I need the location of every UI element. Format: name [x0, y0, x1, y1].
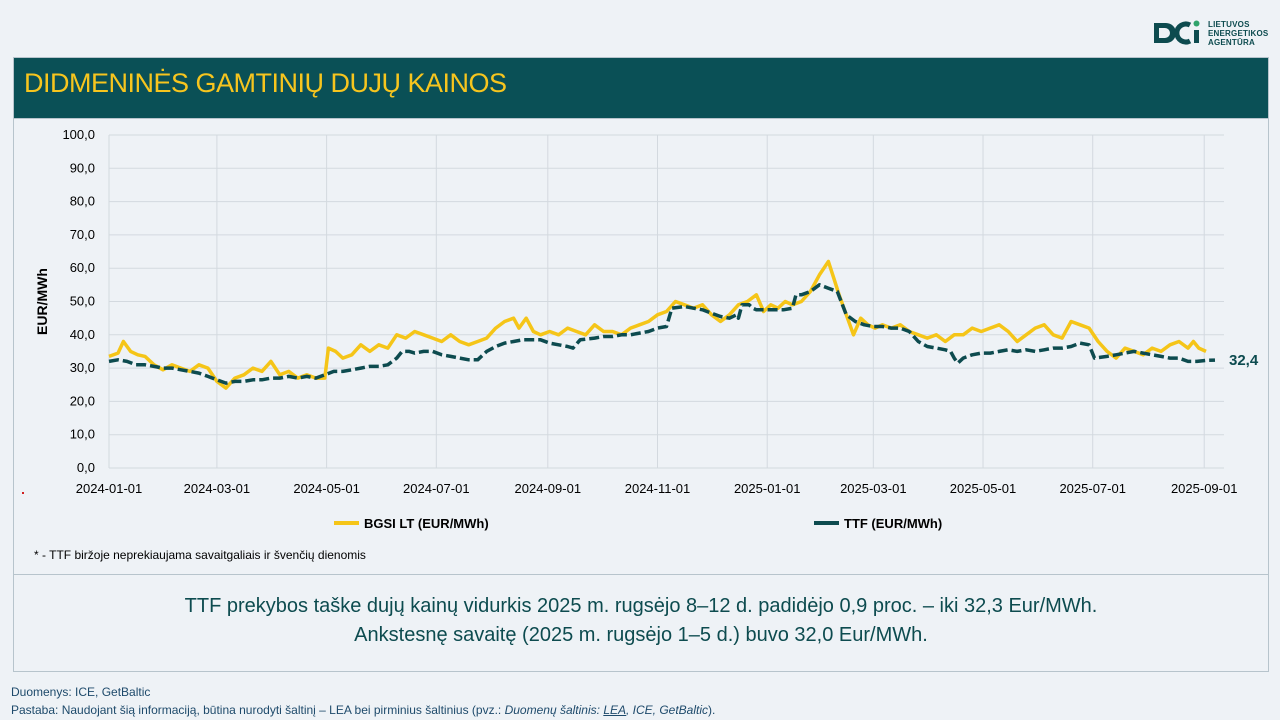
legend-label-ttf: TTF (EUR/MWh) — [844, 516, 942, 531]
data-sources: Duomenys: ICE, GetBaltic — [11, 685, 151, 699]
y-tick-label: 50,0 — [70, 294, 95, 309]
sources-note: Duomenys: ICE, GetBaltic Pastaba: Naudoj… — [11, 683, 715, 719]
y-tick-label: 70,0 — [70, 227, 95, 242]
summary-line-2: Ankstesnę savaitę (2025 m. rugsėjo 1–5 d… — [354, 624, 928, 646]
usage-note-label: Duomenų šaltinis: — [504, 703, 604, 717]
x-tick-label: 2024-01-01 — [76, 481, 143, 496]
gas-price-chart: 0,0 10,0 20,0 30,0 40,0 50,0 60,0 70,0 80,0 90,0 1… — [34, 127, 1259, 531]
y-tick-label: 40,0 — [70, 327, 95, 342]
x-tick-label: 2025-07-01 — [1059, 481, 1126, 496]
x-tick-label: 2024-03-01 — [184, 481, 251, 496]
summary-panel: TTF prekybos taške dujų kainų vidurkis 2… — [13, 574, 1269, 672]
y-tick-label: 20,0 — [70, 393, 95, 408]
red-dot-mark — [22, 492, 24, 494]
x-tick-label: 2025-03-01 — [840, 481, 907, 496]
page-title: DIDMENINĖS GAMTINIŲ DUJŲ KAINOS — [24, 68, 507, 98]
y-tick-label: 60,0 — [70, 260, 95, 275]
lea-logo-icon — [1154, 20, 1200, 45]
y-tick-label: 90,0 — [70, 160, 95, 175]
logo-line-1: LIETUVOS — [1208, 19, 1250, 29]
x-tick-label: 2024-11-01 — [625, 481, 691, 496]
y-tick-label: 0,0 — [77, 460, 95, 475]
x-tick-label: 2025-09-01 — [1171, 481, 1238, 496]
lea-logo-text: LIETUVOS ENERGETIKOS AGENTŪRA — [1208, 20, 1268, 47]
chart-panel: 0,0 10,0 20,0 30,0 40,0 50,0 60,0 70,0 80,0 90,0 1… — [13, 119, 1269, 574]
series-line-ttf — [108, 283, 1216, 385]
usage-note-prefix: Pastaba: Naudojant šią informaciją, būti… — [11, 703, 505, 717]
x-tick-label: 2024-09-01 — [515, 481, 582, 496]
title-banner: DIDMENINĖS GAMTINIŲ DUJŲ KAINOS — [13, 57, 1269, 119]
chart-footnote: * - TTF biržoje neprekiaujama savaitgali… — [34, 548, 366, 562]
y-tick-label: 80,0 — [70, 194, 95, 209]
x-tick-label: 2024-05-01 — [293, 481, 360, 496]
summary-line-1: TTF prekybos taške dujų kainų vidurkis 2… — [184, 595, 1098, 617]
y-axis-label: EUR/MWh — [34, 268, 50, 335]
y-tick-label: 100,0 — [62, 127, 95, 142]
x-tick-label: 2025-01-01 — [734, 481, 801, 496]
logo-line-2: ENERGETIKOS — [1208, 28, 1269, 38]
y-tick-label: 10,0 — [70, 427, 95, 442]
x-tick-label: 2024-07-01 — [403, 481, 470, 496]
usage-note: Pastaba: Naudojant šią informaciją, būti… — [11, 701, 715, 719]
lea-logo[interactable]: LIETUVOS ENERGETIKOS AGENTŪRA — [1150, 18, 1268, 48]
legend-label-bgsi: BGSI LT (EUR/MWh) — [364, 516, 489, 531]
series-line-bgsi — [108, 259, 1207, 390]
logo-line-3: AGENTŪRA — [1208, 37, 1255, 47]
y-tick-label: 30,0 — [70, 360, 95, 375]
x-tick-label: 2025-05-01 — [950, 481, 1017, 496]
usage-note-rest: , ICE, GetBaltic — [626, 703, 709, 717]
lea-link[interactable]: LEA — [603, 703, 626, 717]
end-value-label: 32,4 — [1229, 352, 1259, 369]
usage-note-suffix: ). — [708, 703, 716, 717]
